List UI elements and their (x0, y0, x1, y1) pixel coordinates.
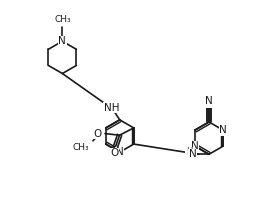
Text: N: N (191, 141, 199, 151)
Text: N: N (205, 97, 213, 107)
Text: N: N (59, 36, 66, 46)
Text: CH₃: CH₃ (54, 15, 71, 24)
Text: N: N (219, 125, 227, 135)
Text: O: O (93, 129, 101, 139)
Text: N: N (205, 96, 213, 106)
Text: H: H (186, 147, 192, 156)
Text: N: N (189, 149, 197, 159)
Text: CH₃: CH₃ (73, 143, 90, 152)
Text: O: O (111, 148, 119, 158)
Text: NH: NH (104, 103, 120, 113)
Text: N: N (116, 147, 124, 157)
